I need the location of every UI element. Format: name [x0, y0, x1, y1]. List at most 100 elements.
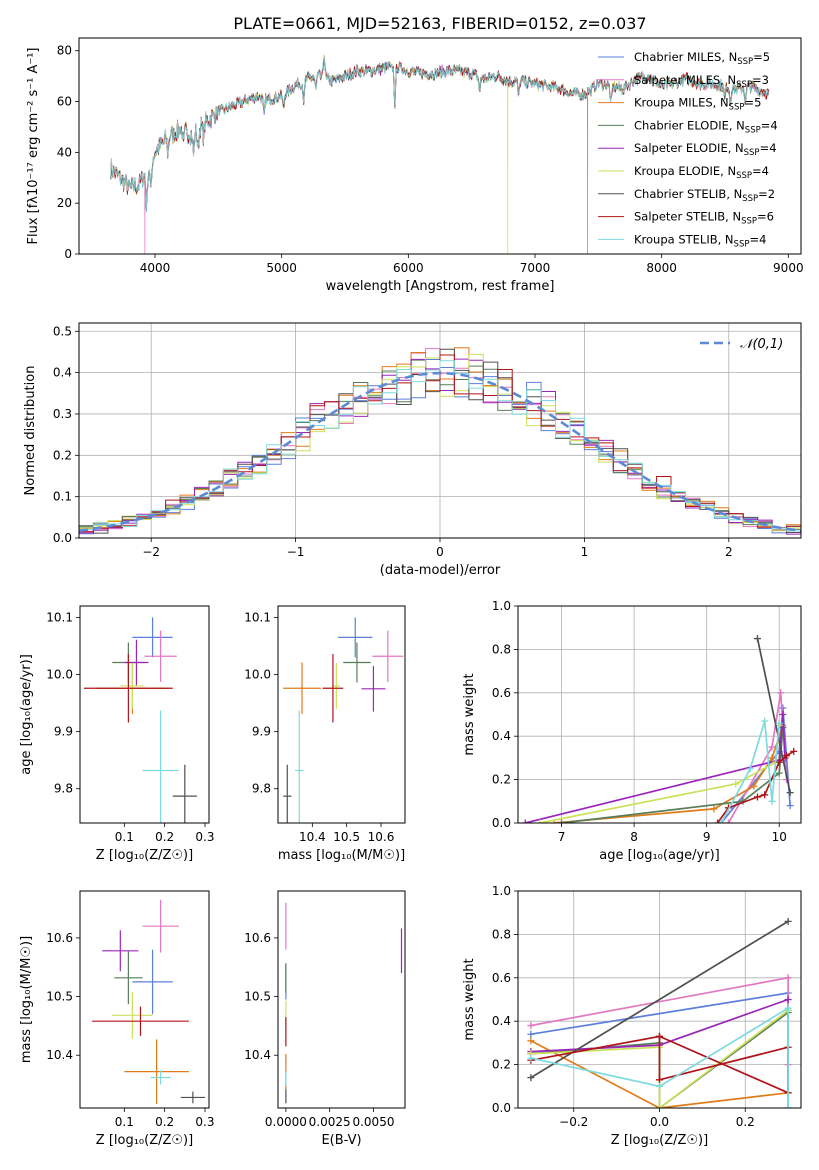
x-tick-label: 1 [581, 545, 589, 559]
y-tick-label: 9.9 [252, 725, 271, 739]
y-tick-label: 1.0 [492, 884, 511, 898]
y-tick-label: 9.9 [54, 725, 73, 739]
weight-line [530, 1006, 789, 1108]
weight-marker [656, 1032, 663, 1040]
data-layer [84, 617, 197, 823]
legend-count: =4 [761, 118, 778, 132]
x-tick-label: 10.6 [368, 830, 395, 844]
weight-marker [753, 635, 761, 643]
axes-frame [78, 37, 802, 255]
weight-line [539, 725, 781, 823]
axes-frame [517, 890, 802, 1109]
plot-area [283, 617, 404, 823]
x-tick-label: 0.0050 [352, 1115, 394, 1129]
y-axis-label: age [log₁₀(age/yr)] [19, 654, 34, 775]
legend-label: Salpeter STELIB, NSSP=6 [634, 210, 774, 227]
x-axis-label: age [log₁₀(age/yr)] [599, 848, 720, 863]
x-axis-label: (data-model)/error [380, 563, 501, 578]
y-tick-label: 0.6 [492, 686, 511, 700]
weight-line [525, 714, 786, 823]
weight-marker [521, 819, 529, 823]
legend-subscript: SSP [737, 57, 753, 67]
x-axis-label: Z [log₁₀(Z/Z☉)] [96, 848, 193, 863]
legend-label: Salpeter ELODIE, NSSP=4 [634, 141, 777, 158]
weight-marker [527, 1054, 535, 1062]
weight-marker [656, 1104, 663, 1108]
x-tick-label: 0.3 [195, 830, 214, 844]
weight-marker [746, 765, 754, 773]
legend-label: Chabrier STELIB, NSSP=2 [634, 187, 775, 204]
data-layer [527, 917, 792, 1108]
x-axis-label: Z [log₁₀(Z/Z☉)] [611, 1133, 708, 1148]
y-axis-label: Normed distribution [23, 366, 38, 496]
x-tick-label: −2 [142, 545, 160, 559]
y-axis-label: mass [log₁₀(M/M☉)] [19, 936, 34, 1063]
legend-count: =6 [757, 210, 774, 224]
y-tick-label: 10.4 [244, 1048, 271, 1062]
weight-line [561, 727, 784, 823]
figure-title: PLATE=0661, MJD=52163, FIBERID=0152, z=0… [233, 14, 646, 33]
x-tick-label: 9000 [773, 261, 804, 275]
weight-marker [724, 819, 732, 823]
mass-weight-vs-age-plot: 7 8 9 10 0.0 0.2 0.4 0.6 0.8 1.0 age [log₁₀(age/yr… [462, 599, 802, 863]
y-tick-label: 10.5 [244, 990, 271, 1004]
y-tick-label: 0.6 [492, 971, 511, 985]
y-tick-label: 0.0 [53, 531, 72, 545]
y-axis-label: Flux [fλ10⁻¹⁷ erg cm⁻² s⁻¹ A⁻¹] [26, 48, 41, 245]
weight-marker [527, 1030, 535, 1038]
mass-vs-reddening-plot: 0.0000 0.0025 0.0050 10.4 10.5 10.6 E(B-V) [244, 890, 406, 1148]
y-tick-label: 20 [57, 196, 72, 210]
legend-label: Kroupa ELODIE, NSSP=4 [634, 164, 769, 181]
legend-count: =5 [753, 50, 770, 64]
weight-marker [714, 819, 722, 823]
plot-area [79, 347, 801, 537]
x-tick-label: 0.1 [115, 830, 134, 844]
legend-subscript: SSP [745, 125, 761, 135]
weight-marker [775, 719, 783, 727]
spectrum-plot: 4000 5000 6000 7000 8000 9000 0 20 40 60 80 wavelen… [26, 37, 804, 294]
y-tick-label: 10.6 [244, 931, 271, 945]
weight-marker [717, 819, 725, 823]
weight-marker [779, 704, 787, 712]
x-tick-label: 0.1 [115, 1115, 134, 1129]
y-tick-label: 0.2 [492, 773, 511, 787]
y-tick-label: 0.1 [53, 490, 72, 504]
weight-marker [790, 747, 798, 755]
x-tick-label: 0.2 [155, 1115, 174, 1129]
weight-marker [786, 789, 794, 797]
weight-marker [775, 758, 783, 766]
y-tick-label: 0.3 [53, 407, 72, 421]
y-tick-label: 1.0 [492, 599, 511, 613]
data-layer [110, 54, 770, 254]
x-axis-label: Z [log₁₀(Z/Z☉)] [96, 1133, 193, 1148]
weight-marker [777, 689, 785, 697]
x-tick-label: −1 [287, 545, 305, 559]
y-tick-label: 0.2 [53, 448, 72, 462]
y-tick-label: 0.0 [492, 1101, 511, 1115]
x-tick-label: 5000 [266, 261, 297, 275]
data-layer [283, 617, 404, 823]
weight-marker [768, 743, 776, 751]
weight-marker [775, 769, 783, 777]
x-tick-label: 8 [630, 830, 638, 844]
weight-marker [527, 1074, 535, 1082]
weight-marker [761, 717, 769, 725]
legend-label: Salpeter MILES, NSSP=3 [634, 73, 769, 90]
weight-line [530, 1035, 789, 1095]
legend-label: 𝒩(0,1) [740, 337, 783, 352]
x-axis-label: E(B-V) [321, 1133, 361, 1148]
x-tick-label: 8000 [646, 261, 677, 275]
mass-vs-metallicity-plot: 0.1 0.2 0.3 10.4 10.5 10.6 Z [log₁₀(Z/Z☉)] mass… [19, 890, 215, 1148]
weight-marker [784, 917, 792, 925]
x-tick-label: 4000 [140, 261, 171, 275]
y-tick-label: 9.8 [54, 782, 73, 796]
x-tick-label: −0.2 [559, 1115, 588, 1129]
legend-label: Chabrier MILES, NSSP=5 [634, 50, 770, 67]
legend-count: =4 [760, 141, 777, 155]
x-tick-label: 10 [772, 830, 787, 844]
axes-frame [277, 890, 406, 1109]
legend-count: =5 [744, 96, 761, 110]
weight-marker [656, 1076, 663, 1084]
x-tick-label: 10.5 [333, 830, 360, 844]
